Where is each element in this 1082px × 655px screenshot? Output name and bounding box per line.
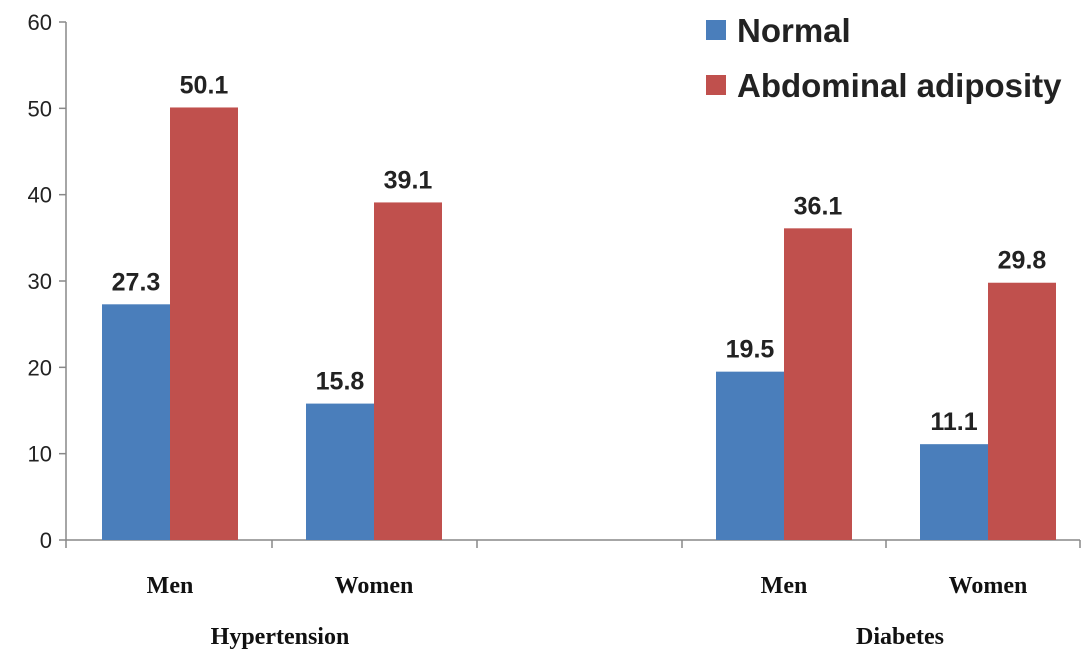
bar-normal: [102, 304, 170, 540]
legend-label: Abdominal adiposity: [737, 67, 1062, 104]
bar-abdominal-adiposity: [784, 228, 852, 540]
x-group-label: Hypertension: [211, 624, 350, 650]
data-label: 29.8: [998, 247, 1047, 275]
bar-normal: [306, 403, 374, 540]
y-tick-label: 0: [40, 528, 52, 553]
bar-normal: [920, 444, 988, 540]
x-group-label: Diabetes: [856, 624, 944, 650]
data-label: 27.3: [112, 268, 161, 296]
legend: Normal Abdominal adiposity: [706, 12, 1062, 104]
data-label: 39.1: [384, 166, 433, 194]
y-tick-label: 40: [28, 183, 52, 208]
data-label: 11.1: [930, 408, 977, 436]
data-label: 15.8: [316, 368, 365, 396]
x-category-label: Women: [949, 573, 1028, 599]
y-tick-label: 50: [28, 96, 52, 121]
data-labels: 27.3 15.8 19.5 11.1 50.1 39.1 36.1 29.8: [112, 71, 1047, 436]
y-tick-label: 60: [28, 10, 52, 35]
bar-abdominal-adiposity: [170, 107, 238, 540]
x-category-label: Men: [147, 573, 194, 599]
data-label: 19.5: [726, 336, 775, 364]
x-category-label: Women: [335, 573, 414, 599]
y-tick-label: 10: [28, 442, 52, 467]
y-axis: 0 10 20 30 40 50 60: [28, 10, 67, 553]
legend-label: Normal: [737, 12, 851, 49]
category-labels: Men Women Men Women Hypertension Diabetes: [147, 573, 1028, 650]
x-axis: [65, 539, 1081, 548]
bar-abdominal-adiposity: [374, 202, 442, 541]
bars: [102, 107, 1056, 541]
data-label: 36.1: [794, 192, 843, 220]
legend-swatch: [706, 75, 726, 95]
y-tick-label: 20: [28, 355, 52, 380]
y-tick-label: 30: [28, 269, 52, 294]
x-category-label: Men: [761, 573, 808, 599]
bar-abdominal-adiposity: [988, 282, 1056, 540]
bar-normal: [716, 371, 784, 540]
data-label: 50.1: [180, 71, 229, 99]
legend-swatch: [706, 20, 726, 40]
